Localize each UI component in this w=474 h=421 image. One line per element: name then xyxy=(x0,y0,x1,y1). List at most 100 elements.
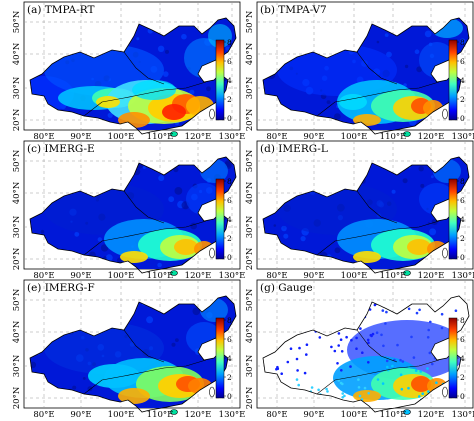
longitude-label: 110°E xyxy=(147,410,174,420)
colorbar-tick-label: 6 xyxy=(227,57,232,66)
island-taiwan xyxy=(442,108,448,120)
panel-title: (d) IMERG-L xyxy=(260,143,328,155)
island-taiwan xyxy=(209,108,215,120)
colorbar-tick-label: 4 xyxy=(227,354,232,363)
panel-title: (b) TMPA-V7 xyxy=(260,4,327,16)
colorbar-tick-label: 4 xyxy=(460,215,465,224)
latitude-label: 20°N xyxy=(12,108,22,131)
colorbar-tick-label: 6 xyxy=(460,57,465,66)
colorbar: 8 6 4 2 0 xyxy=(448,38,465,123)
colorbar-tick-label: 4 xyxy=(227,76,232,85)
longitude-label: 100°E xyxy=(108,271,135,281)
country-outline xyxy=(29,156,237,274)
region-boundary xyxy=(123,51,165,85)
svg-text:(d) IMERG-L: (d) IMERG-L xyxy=(260,143,328,155)
colorbar-tick-label: 6 xyxy=(460,196,465,205)
longitude-label: 110°E xyxy=(147,132,174,142)
longitude-label: 130°E xyxy=(452,271,474,281)
svg-text:(e) IMERG-F: (e) IMERG-F xyxy=(27,282,95,294)
latitude-label: 40°N xyxy=(12,320,22,343)
svg-text:(c) IMERG-E: (c) IMERG-E xyxy=(27,143,95,155)
colorbar-tick-label: 0 xyxy=(227,253,232,262)
colorbar-tick-label: 6 xyxy=(227,196,232,205)
region-boundary xyxy=(123,329,165,363)
country-outline xyxy=(262,156,470,274)
island-hainan xyxy=(403,131,411,137)
longitude-label: 80°E xyxy=(33,410,54,420)
longitude-label: 80°E xyxy=(33,132,54,142)
colorbar: 8 6 4 2 0 xyxy=(215,177,232,262)
island-hainan xyxy=(403,270,411,276)
panel-title: (a) TMPA-RT xyxy=(27,4,95,16)
colorbar-tick-label: 8 xyxy=(460,177,465,186)
longitude-label: 130°E xyxy=(219,132,246,142)
latitude-label: 50°N xyxy=(12,149,22,172)
colorbar-tick-label: 8 xyxy=(227,316,232,325)
colorbar-tick-label: 6 xyxy=(460,335,465,344)
longitude-label: 120°E xyxy=(418,271,445,281)
latitude-label: 20°N xyxy=(12,247,22,270)
latitude-label: 50°N xyxy=(12,10,22,33)
longitude-label: 130°E xyxy=(452,132,474,142)
longitude-label: 120°E xyxy=(185,410,212,420)
latitude-label: 30°N xyxy=(245,354,255,377)
region-boundary xyxy=(316,220,440,256)
colorbar: 8 6 4 2 0 xyxy=(448,316,465,401)
longitude-label: 120°E xyxy=(185,271,212,281)
longitude-label: 90°E xyxy=(70,132,91,142)
latitude-label: 40°N xyxy=(12,42,22,65)
island-hainan xyxy=(403,409,411,415)
colorbar-tick-label: 0 xyxy=(460,392,465,401)
latitude-label: 20°N xyxy=(245,386,255,409)
colorbar-tick-label: 2 xyxy=(227,373,232,382)
latitude-label: 30°N xyxy=(245,76,255,99)
colorbar-tick-label: 2 xyxy=(460,95,465,104)
map-panel-tmpa-rt: (a) TMPA-RT 8 6 4 2 0 50°N 40°N 30°N 20°N 80°E 90°E… xyxy=(12,1,246,142)
longitude-label: 90°E xyxy=(303,132,324,142)
latitude-label: 50°N xyxy=(245,10,255,33)
colorbar-tick-label: 8 xyxy=(460,316,465,325)
longitude-label: 90°E xyxy=(70,271,91,281)
longitude-label: 80°E xyxy=(266,410,287,420)
region-boundary xyxy=(356,190,398,224)
latitude-label: 40°N xyxy=(245,42,255,65)
colorbar-tick-label: 0 xyxy=(460,253,465,262)
region-boundary xyxy=(83,359,207,395)
region-boundary xyxy=(83,220,207,256)
latitude-label: 30°N xyxy=(245,215,255,238)
longitude-label: 130°E xyxy=(219,271,246,281)
colorbar-tick-label: 0 xyxy=(460,114,465,123)
longitude-label: 80°E xyxy=(266,271,287,281)
colorbar-tick-label: 8 xyxy=(460,38,465,47)
colorbar-tick-label: 0 xyxy=(227,392,232,401)
island-hainan xyxy=(170,270,178,276)
longitude-label: 110°E xyxy=(380,410,407,420)
longitude-label: 100°E xyxy=(108,132,135,142)
latitude-label: 50°N xyxy=(245,149,255,172)
panel-title: (g) Gauge xyxy=(260,282,313,294)
panel-title: (c) IMERG-E xyxy=(27,143,95,155)
island-taiwan xyxy=(442,247,448,259)
latitude-label: 50°N xyxy=(12,288,22,311)
latitude-label: 30°N xyxy=(12,76,22,99)
country-outline xyxy=(262,295,470,413)
region-boundary xyxy=(83,81,207,117)
svg-text:(b) TMPA-V7: (b) TMPA-V7 xyxy=(260,4,327,16)
colorbar-tick-label: 6 xyxy=(227,335,232,344)
map-panel-imerg-e: (c) IMERG-E 8 6 4 2 0 50°N 40°N 30°N 20°N 80°E 90°E… xyxy=(12,140,246,281)
colorbar-tick-label: 2 xyxy=(460,373,465,382)
latitude-label: 20°N xyxy=(245,247,255,270)
region-boundary xyxy=(356,329,398,363)
longitude-label: 80°E xyxy=(266,132,287,142)
region-boundary xyxy=(316,359,440,395)
latitude-label: 20°N xyxy=(245,108,255,131)
latitude-label: 30°N xyxy=(12,354,22,377)
region-boundary xyxy=(356,51,398,85)
island-taiwan xyxy=(442,386,448,398)
longitude-label: 130°E xyxy=(452,410,474,420)
island-taiwan xyxy=(209,386,215,398)
colorbar-tick-label: 2 xyxy=(227,95,232,104)
colorbar: 8 6 4 2 0 xyxy=(448,177,465,262)
svg-text:(g) Gauge: (g) Gauge xyxy=(260,282,313,294)
